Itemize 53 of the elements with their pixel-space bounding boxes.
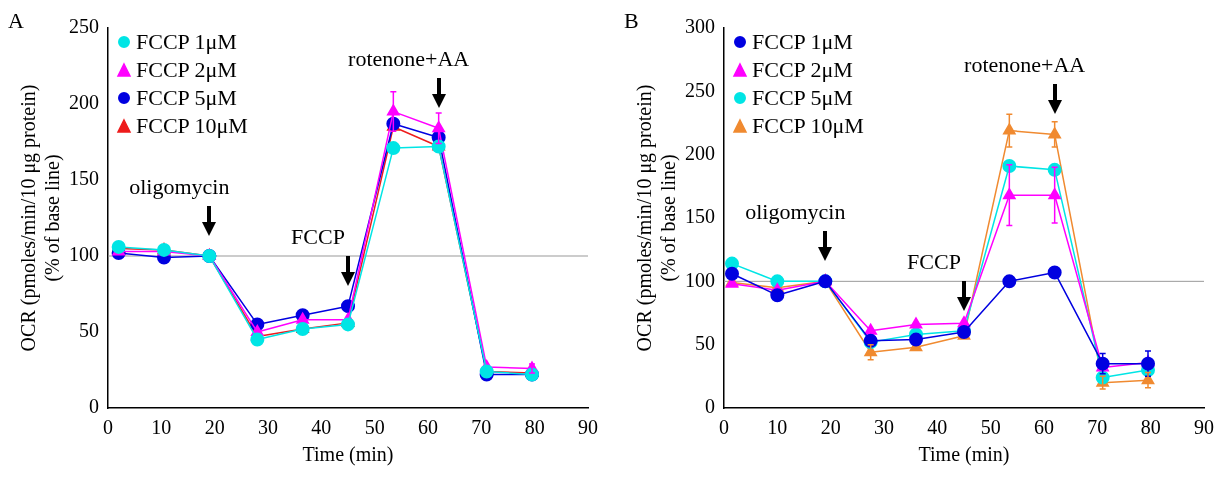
y-tick-label: 300 bbox=[685, 15, 715, 38]
y-tick-label: 0 bbox=[705, 395, 715, 418]
x-tick-label: 10 bbox=[767, 416, 788, 439]
annotation: rotenone+AA bbox=[347, 46, 471, 73]
y-axis-title: OCR (pmoles/min/10 μg protein) (% of base line) bbox=[17, 84, 65, 352]
y-tick-label: 250 bbox=[69, 15, 99, 38]
x-tick-label: 10 bbox=[151, 416, 172, 439]
annotation: FCCP bbox=[290, 224, 346, 251]
x-tick-label: 90 bbox=[578, 416, 598, 439]
x-tick-label: 60 bbox=[418, 416, 438, 439]
x-tick-label: 20 bbox=[204, 416, 225, 439]
legend-label: FCCP 10μM bbox=[136, 112, 248, 140]
legend-label: FCCP 1μM bbox=[136, 28, 237, 56]
annotation: rotenone+AA bbox=[963, 52, 1087, 79]
x-tick-label: 60 bbox=[1034, 416, 1054, 439]
x-tick-label: 80 bbox=[1140, 416, 1161, 439]
legend-label: FCCP 2μM bbox=[136, 56, 237, 84]
y-tick-label: 50 bbox=[695, 331, 715, 354]
legend-label: FCCP 2μM bbox=[752, 56, 853, 84]
x-tick-label: 70 bbox=[1087, 416, 1108, 439]
legend-label: FCCP 10μM bbox=[752, 112, 864, 140]
y-tick-label: 0 bbox=[89, 395, 99, 418]
x-tick-label: 80 bbox=[524, 416, 545, 439]
x-tick-label: 30 bbox=[874, 416, 894, 439]
annotation: oligomycin bbox=[745, 199, 846, 225]
legend-label: FCCP 5μM bbox=[136, 84, 237, 112]
x-tick-label: 50 bbox=[980, 416, 1001, 439]
x-tick-label: 0 bbox=[103, 416, 113, 439]
y-tick-label: 100 bbox=[69, 243, 99, 266]
legend-label: FCCP 5μM bbox=[752, 84, 853, 112]
x-tick-label: 40 bbox=[311, 416, 332, 439]
y-tick-label: 250 bbox=[685, 78, 715, 101]
y-tick-label: 150 bbox=[685, 205, 715, 228]
x-tick-label: 90 bbox=[1194, 416, 1214, 439]
x-tick-label: 30 bbox=[258, 416, 278, 439]
legend-label: FCCP 1μM bbox=[752, 28, 853, 56]
x-tick-label: 40 bbox=[927, 416, 948, 439]
x-tick-label: 50 bbox=[364, 416, 385, 439]
annotation: oligomycin bbox=[129, 174, 230, 199]
x-tick-label: 0 bbox=[719, 416, 729, 439]
chart-title: A bbox=[8, 8, 24, 34]
x-tick-label: 20 bbox=[820, 416, 841, 439]
chart-title: B bbox=[624, 8, 639, 34]
x-tick-label: 70 bbox=[471, 416, 492, 439]
x-axis-title: Time (min) bbox=[918, 443, 1010, 467]
x-axis-title: Time (min) bbox=[302, 443, 394, 467]
y-tick-label: 150 bbox=[69, 167, 99, 190]
y-tick-label: 200 bbox=[685, 141, 715, 164]
y-tick-label: 50 bbox=[79, 319, 99, 342]
annotation: FCCP bbox=[906, 248, 962, 275]
y-tick-label: 200 bbox=[69, 91, 99, 114]
y-tick-label: 100 bbox=[685, 268, 715, 291]
y-axis-title: OCR (pmoles/min/10 μg protein) (% of base line) bbox=[633, 84, 681, 352]
